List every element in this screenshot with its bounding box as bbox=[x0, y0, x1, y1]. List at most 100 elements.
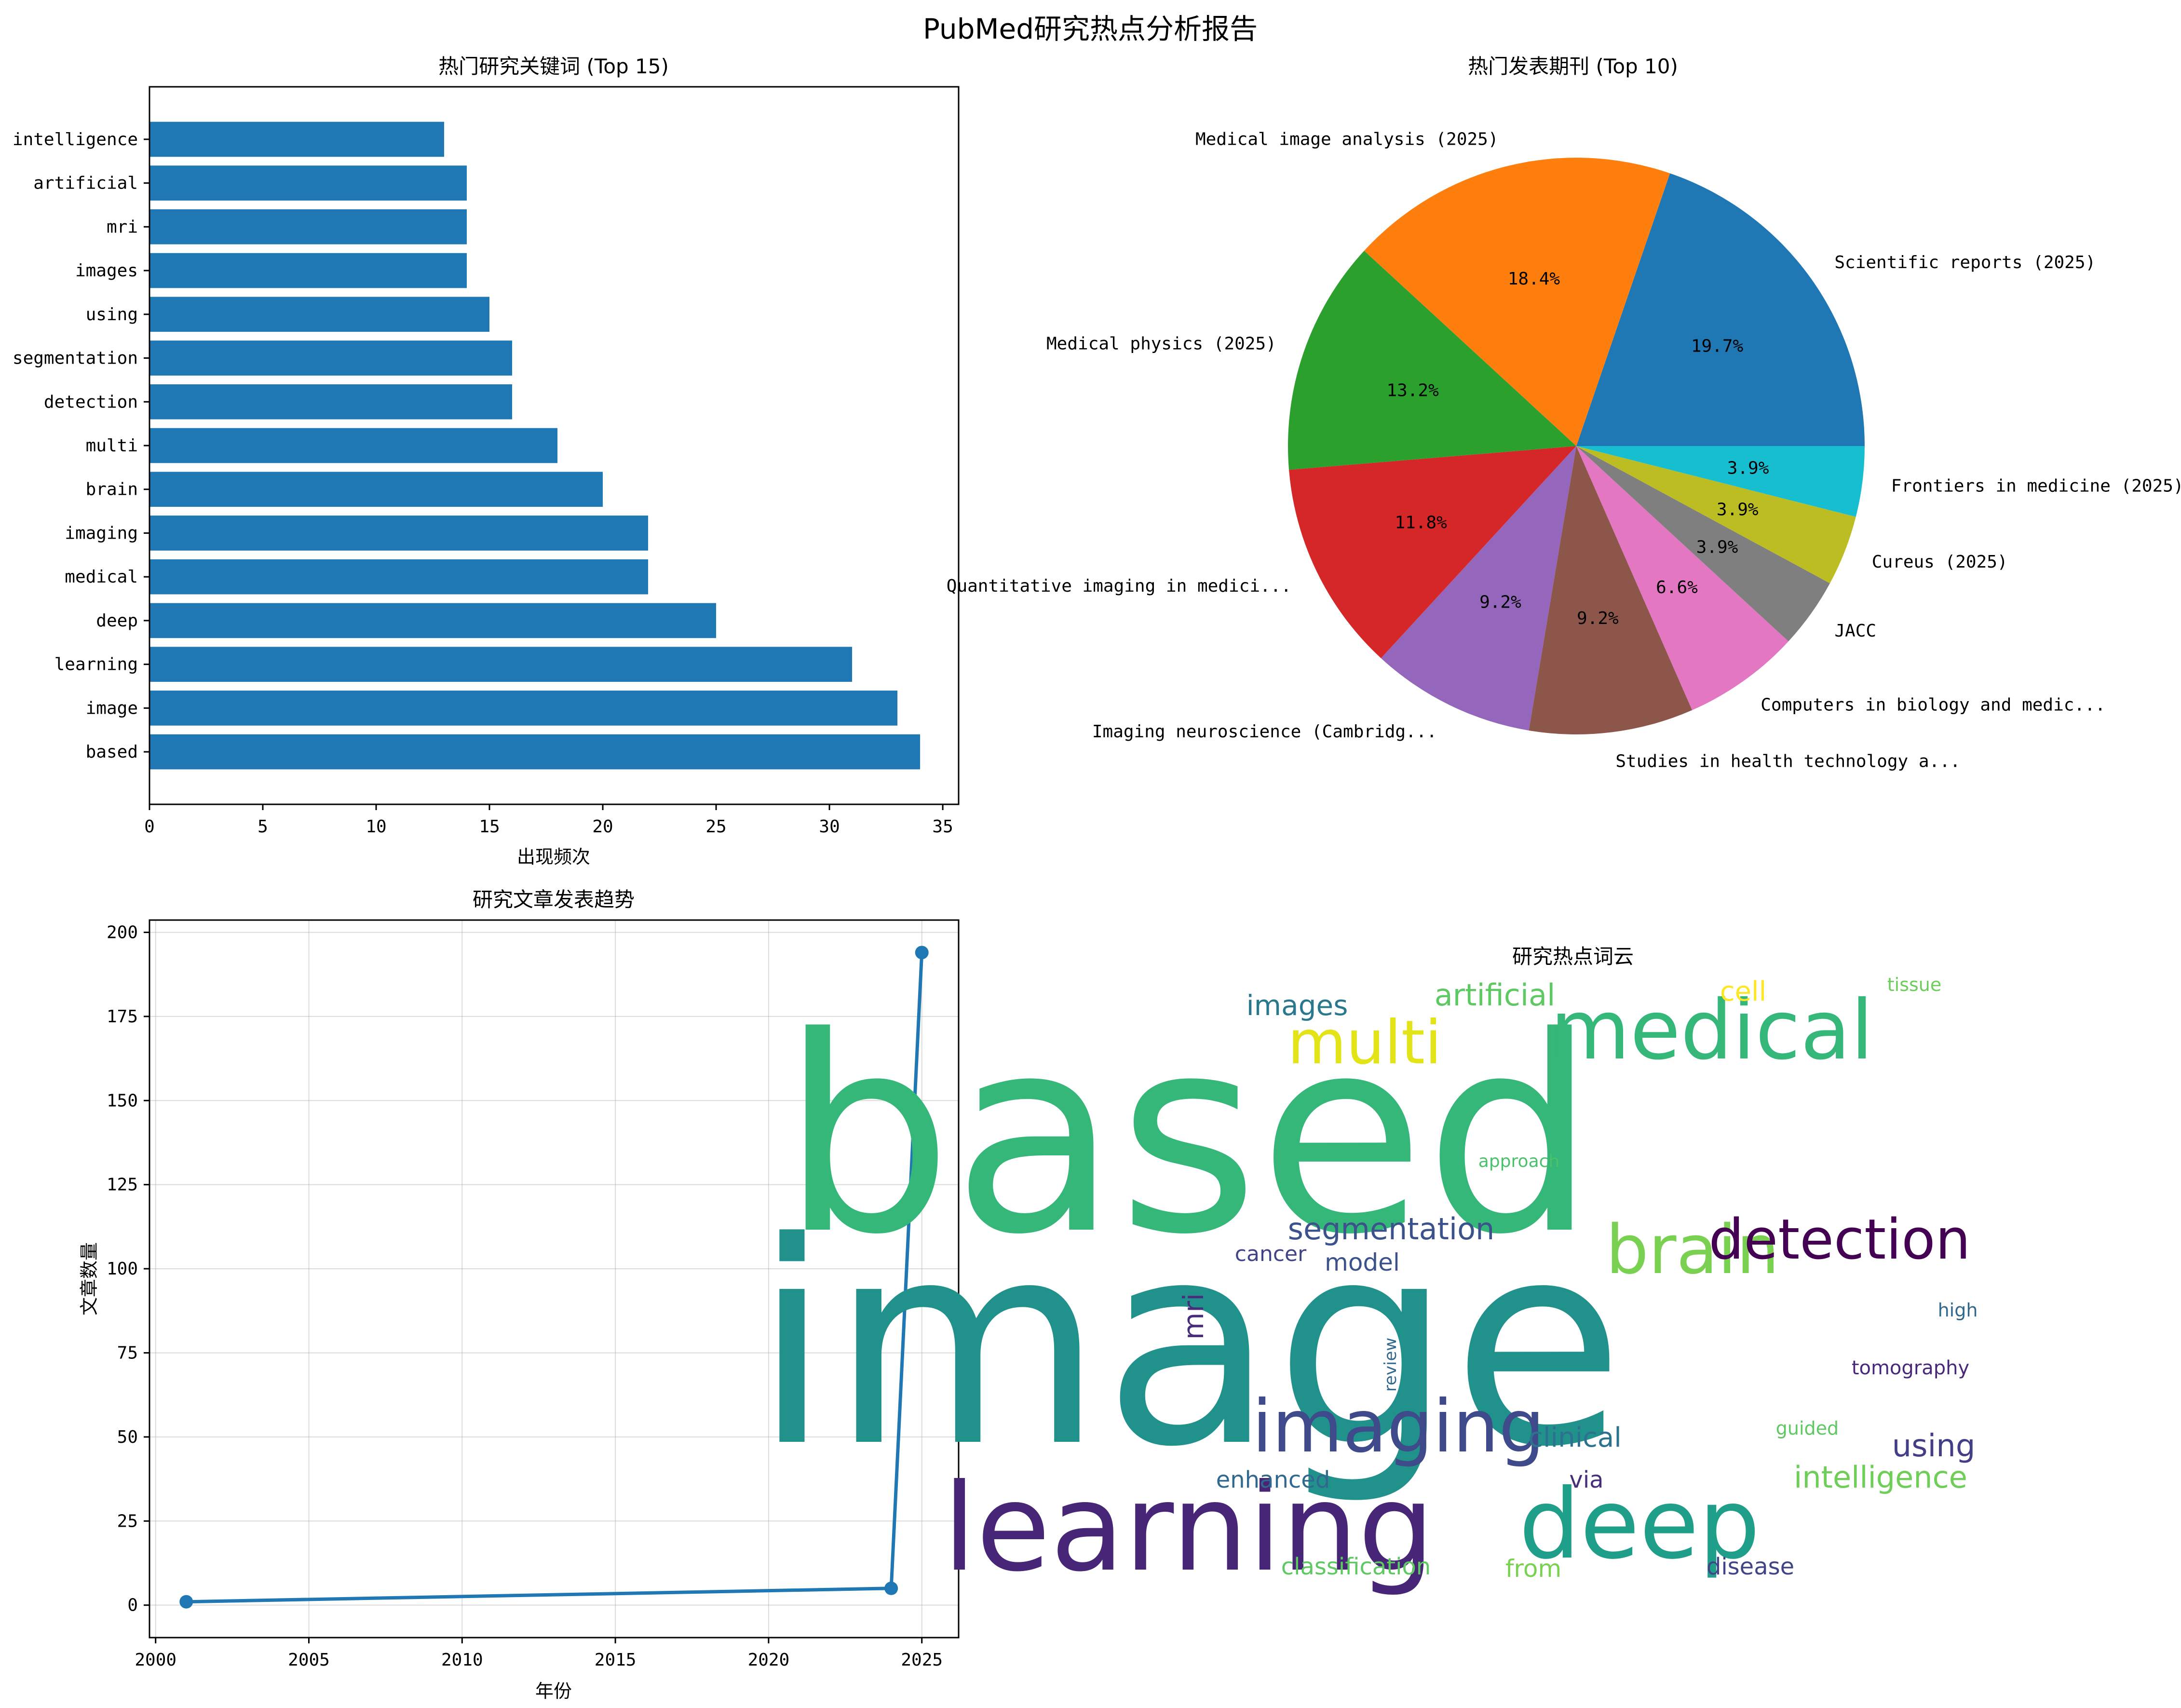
line-y-tick-label: 150 bbox=[107, 1091, 138, 1111]
bar-image bbox=[149, 691, 898, 726]
pie-slice bbox=[1576, 446, 1830, 642]
bar-y-tick-label: medical bbox=[65, 567, 138, 587]
bar-images bbox=[149, 253, 467, 288]
bar-using bbox=[149, 297, 490, 332]
bar-y-tick-label: deep bbox=[96, 611, 138, 631]
word-from: from bbox=[1505, 1555, 1561, 1583]
word-brain: brain bbox=[1606, 1211, 1779, 1289]
line-x-tick-label: 2005 bbox=[288, 1650, 330, 1670]
bar-y-tick-label: image bbox=[86, 698, 138, 718]
line-x-tick-label: 2020 bbox=[748, 1650, 790, 1670]
bar-deep bbox=[149, 603, 717, 638]
line-y-tick-label: 200 bbox=[107, 922, 138, 942]
pie-slice-label: Medical image analysis (2025) bbox=[1195, 129, 1499, 149]
word-tomography: tomography bbox=[1852, 1357, 1969, 1379]
word-review: review bbox=[1381, 1338, 1400, 1392]
bar-detection bbox=[149, 384, 513, 420]
pie-percent-label: 9.2% bbox=[1479, 592, 1521, 612]
line-x-ticks: 2000 2005 2010 2015 2020 2025 bbox=[135, 1638, 943, 1670]
word-classification: classification bbox=[1281, 1553, 1431, 1580]
line-y-tick-label: 50 bbox=[117, 1427, 138, 1447]
line-chart-frame bbox=[149, 919, 960, 1639]
pie-slice-label: JACC bbox=[1834, 621, 1876, 641]
pie-slice bbox=[1576, 446, 1865, 517]
word-enhanced: enhanced bbox=[1216, 1466, 1330, 1493]
line-y-tick-label: 75 bbox=[117, 1343, 138, 1363]
word-cloud-title: 研究热点词云 bbox=[1512, 945, 1634, 968]
word-model: model bbox=[1325, 1248, 1400, 1276]
pie-percent-label: 3.9% bbox=[1696, 537, 1738, 557]
line-y-tick-label: 25 bbox=[117, 1511, 138, 1531]
pie-slice bbox=[1288, 250, 1576, 470]
bar-y-tick-label: brain bbox=[86, 480, 138, 500]
pie-percent-label: 19.7% bbox=[1691, 337, 1744, 356]
line-y-ticks: 0 25 50 75 100 125 150 175 200 bbox=[107, 922, 149, 1615]
bar-x-tick-label: 5 bbox=[257, 817, 268, 837]
word-high: high bbox=[1938, 1300, 1978, 1321]
keyword-bar-chart: 热门研究关键词 (Top 15) 0 5 10 15 20 25 30 35 based ima… bbox=[13, 54, 960, 868]
pie-slice bbox=[1381, 446, 1576, 731]
bar-x-tick-label: 15 bbox=[479, 817, 500, 837]
pie-slice bbox=[1364, 157, 1670, 446]
line-y-axis-label: 文章数量 bbox=[79, 1242, 100, 1315]
word-images: images bbox=[1246, 989, 1348, 1022]
pie-slice-label: Studies in health technology a... bbox=[1615, 752, 1960, 772]
bar-y-ticks: based image learning deep medical imaging brai… bbox=[13, 130, 149, 762]
pie-slice bbox=[1576, 173, 1865, 447]
line-x-tick-label: 2025 bbox=[901, 1650, 943, 1670]
bar-x-tick-label: 0 bbox=[144, 817, 155, 837]
bar-x-ticks: 0 5 10 15 20 25 30 35 bbox=[144, 804, 953, 837]
word-using: using bbox=[1892, 1428, 1976, 1464]
bar-y-tick-label: using bbox=[86, 305, 138, 325]
pie-percent-label: 3.9% bbox=[1727, 458, 1769, 478]
bar-x-axis-label: 出现频次 bbox=[517, 846, 590, 868]
word-medical: medical bbox=[1550, 983, 1873, 1078]
line-chart-title: 研究文章发表趋势 bbox=[473, 888, 635, 911]
line-x-tick-label: 2000 bbox=[135, 1650, 176, 1670]
pie-slice-label: Imaging neuroscience (Cambridg... bbox=[1092, 722, 1437, 742]
word-learning: learning bbox=[943, 1458, 1435, 1598]
bar-y-tick-label: intelligence bbox=[13, 130, 138, 149]
word-approach: approach bbox=[1478, 1152, 1559, 1171]
bar-brain bbox=[149, 472, 603, 507]
pie-slice-label: Cureus (2025) bbox=[1872, 552, 2008, 572]
word-tissue: tissue bbox=[1887, 974, 1942, 995]
bar-medical bbox=[149, 559, 649, 595]
line-x-tick-label: 2010 bbox=[441, 1650, 483, 1670]
bar-intelligence bbox=[149, 122, 445, 157]
pie-slice-label: Quantitative imaging in medici... bbox=[947, 576, 1291, 596]
pie-slice bbox=[1529, 446, 1693, 734]
pie-slice-label: Medical physics (2025) bbox=[1046, 334, 1276, 353]
bar-y-tick-label: artificial bbox=[33, 174, 138, 193]
pie-percent-label: 3.9% bbox=[1717, 500, 1759, 519]
pie-percent-label: 13.2% bbox=[1386, 380, 1439, 400]
figure-title: PubMed研究热点分析报告 bbox=[923, 13, 1258, 45]
pie-slice bbox=[1289, 446, 1576, 658]
bar-multi bbox=[149, 428, 558, 463]
word-detection: detection bbox=[1708, 1207, 1970, 1272]
line-y-tick-label: 125 bbox=[107, 1175, 138, 1195]
bar-chart-title: 热门研究关键词 (Top 15) bbox=[438, 54, 669, 78]
word-guided: guided bbox=[1776, 1418, 1839, 1439]
word-imaging: imaging bbox=[1252, 1385, 1545, 1469]
line-y-tick-label: 175 bbox=[107, 1007, 138, 1027]
pie-slice-label: Frontiers in medicine (2025) bbox=[1891, 476, 2181, 496]
bar-y-tick-label: images bbox=[75, 261, 138, 281]
line-y-tick-label: 100 bbox=[107, 1259, 138, 1279]
bar-imaging bbox=[149, 515, 649, 551]
bar-x-tick-label: 20 bbox=[592, 817, 613, 837]
word-disease: disease bbox=[1707, 1553, 1794, 1580]
pie-slice-label: Computers in biology and medic... bbox=[1761, 695, 2105, 715]
bar-y-tick-label: based bbox=[86, 742, 138, 762]
word-artificial: artificial bbox=[1435, 977, 1556, 1013]
line-x-axis-label: 年份 bbox=[535, 1681, 572, 1702]
trend-line-chart: 研究文章发表趋势 2000 2005 2010 2015 2020 2025 0 25 50 7… bbox=[79, 888, 960, 1702]
bar-y-tick-label: segmentation bbox=[13, 349, 138, 368]
word-mri: mri bbox=[1177, 1293, 1210, 1340]
line-point bbox=[179, 1595, 193, 1609]
word-cell: cell bbox=[1720, 976, 1766, 1007]
bar-y-tick-label: multi bbox=[86, 436, 138, 456]
